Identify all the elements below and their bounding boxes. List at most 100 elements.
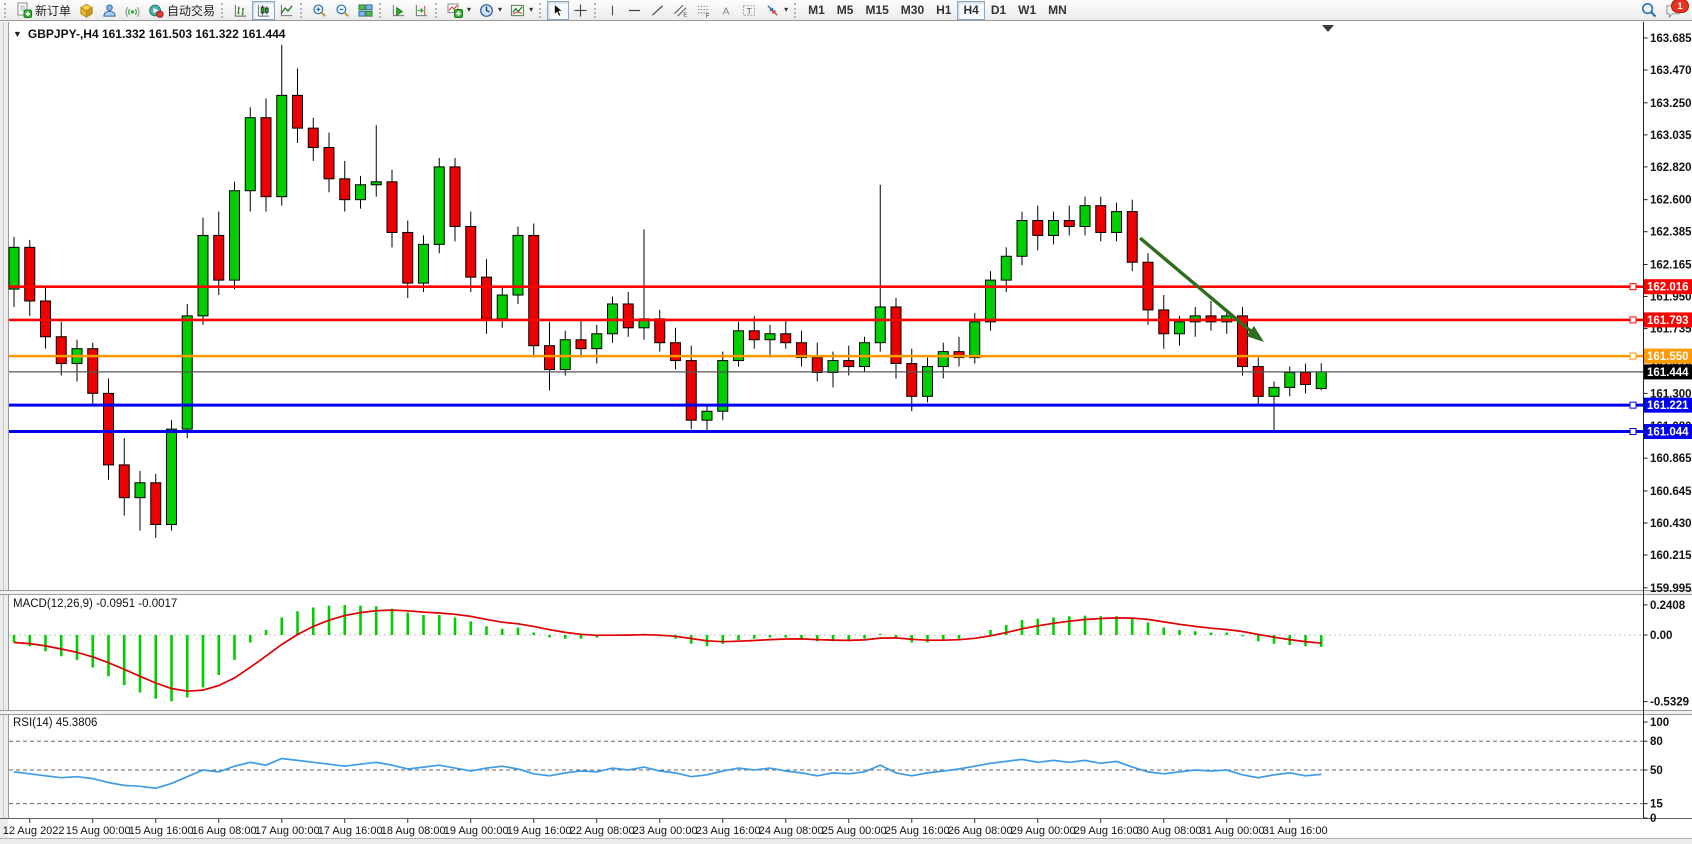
chevron-down-icon[interactable]: ▾: [498, 5, 503, 14]
toolbar-button-text[interactable]: A: [715, 1, 737, 20]
toolbar-button-auto-scroll[interactable]: [387, 1, 410, 20]
arrows-icon: [765, 3, 780, 18]
autotrade-icon: [148, 3, 164, 18]
toolbar-button-trend-line[interactable]: [646, 1, 669, 20]
text-label-icon: T: [741, 3, 757, 18]
toolbar-button-text-label[interactable]: T: [737, 1, 761, 20]
candlestick-icon: [256, 3, 271, 18]
svg-text:23 Aug 16:00: 23 Aug 16:00: [696, 825, 761, 837]
toolbar-button-chart-shift[interactable]: [410, 1, 433, 20]
svg-text:15 Aug 16:00: 15 Aug 16:00: [129, 825, 194, 837]
svg-text:25 Aug 16:00: 25 Aug 16:00: [885, 825, 950, 837]
indicator-axes[interactable]: 0.2408 0.00 -0.5329 100 80 50 15 0: [1643, 600, 1690, 825]
toolbar-button-tile-windows[interactable]: [354, 1, 377, 20]
toolbar-button-indicators-list[interactable]: ▾: [443, 1, 475, 20]
toolbar-grip[interactable]: [379, 2, 383, 18]
toolbar-button-arrows[interactable]: ▾: [761, 1, 792, 20]
price-line-badges: 162.016 161.793 161.550 161.221 161.044 161.4…: [1644, 279, 1692, 440]
toolbar-button-horizontal-line[interactable]: [623, 1, 646, 20]
bar-chart-icon: [233, 3, 248, 18]
toolbar-button-contacts[interactable]: [98, 1, 121, 20]
cursor-icon: [551, 3, 565, 18]
toolbar-grip[interactable]: [4, 2, 8, 18]
svg-text:100: 100: [1650, 717, 1669, 729]
tile-windows-icon: [358, 3, 373, 18]
toolbar-button-signals[interactable]: [121, 1, 144, 20]
toolbar-grip[interactable]: [794, 2, 798, 18]
chevron-down-icon[interactable]: ▾: [529, 5, 534, 14]
toolbar-button-label: H4: [963, 3, 979, 17]
macd-series: [12, 605, 1323, 702]
toolbar-grip[interactable]: [300, 2, 304, 18]
zoom-out-icon: [335, 3, 350, 18]
toolbar-button-fibonacci[interactable]: F: [692, 1, 715, 20]
toolbar-button-tf-h4[interactable]: H4: [957, 0, 985, 20]
toolbar-button-cursor[interactable]: [547, 0, 570, 20]
search-icon: [1641, 2, 1657, 18]
toolbar-button-tf-m1[interactable]: M1: [802, 1, 831, 20]
toolbar-button-new-order[interactable]: 新订单: [12, 1, 75, 20]
svg-text:15 Aug 00:00: 15 Aug 00:00: [66, 825, 131, 837]
toolbar-button-vertical-line[interactable]: [602, 1, 623, 20]
svg-text:161.550: 161.550: [1647, 351, 1689, 363]
toolbar-grip[interactable]: [221, 2, 225, 18]
fibonacci-icon: F: [696, 3, 711, 18]
toolbar-button-line-chart-mode[interactable]: [275, 1, 298, 20]
toolbar-button-search[interactable]: [1641, 2, 1657, 18]
svg-text:80: 80: [1650, 736, 1663, 748]
panel-splitter[interactable]: [0, 590, 1692, 595]
svg-text:19 Aug 16:00: 19 Aug 16:00: [507, 825, 572, 837]
svg-text:12 Aug 2022: 12 Aug 2022: [3, 825, 65, 837]
toolbar-button-label: MN: [1048, 3, 1067, 17]
svg-text:25 Aug 00:00: 25 Aug 00:00: [822, 825, 887, 837]
toolbar-button-tf-m30[interactable]: M30: [895, 1, 930, 20]
svg-text:-0.5329: -0.5329: [1650, 697, 1689, 709]
rsi-label: RSI(14) 45.3806: [13, 717, 98, 729]
panel-splitter[interactable]: [0, 710, 1692, 715]
horizontal-line-objects[interactable]: [9, 283, 1644, 436]
toolbar-button-crosshair[interactable]: [569, 1, 592, 20]
toolbar-grip[interactable]: [594, 2, 598, 18]
toolbar-button-tf-d1[interactable]: D1: [985, 1, 1012, 20]
svg-text:161.793: 161.793: [1647, 315, 1689, 327]
clock-icon: [479, 3, 494, 18]
signal-icon: [125, 3, 140, 18]
toolbar-button-zoom-in[interactable]: [308, 1, 331, 20]
toolbar-button-templates[interactable]: ▾: [506, 1, 537, 20]
toolbar-button-tf-w1[interactable]: W1: [1012, 1, 1042, 20]
chart-collapse-icon[interactable]: ▼: [13, 29, 22, 39]
toolbar-button-tf-mn[interactable]: MN: [1042, 1, 1073, 20]
trend-arrow-annotation[interactable]: [1138, 236, 1264, 342]
toolbar-button-tf-m5[interactable]: M5: [831, 1, 860, 20]
toolbar-button-chart-profile[interactable]: [75, 1, 98, 20]
chart-canvas[interactable]: 163.685 163.470 163.250 163.035 162.820 162.6…: [0, 22, 1692, 838]
toolbar-button-zoom-out[interactable]: [331, 1, 354, 20]
horizontal-line-icon: [627, 3, 642, 18]
toolbar-grip[interactable]: [539, 2, 543, 18]
svg-text:31 Aug 16:00: 31 Aug 16:00: [1263, 825, 1328, 837]
svg-text:0: 0: [1650, 813, 1656, 825]
contact-icon: [102, 3, 117, 18]
svg-text:29 Aug 00:00: 29 Aug 00:00: [1011, 825, 1076, 837]
toolbar-button-label: 新订单: [35, 3, 72, 18]
toolbar-button-autotrading[interactable]: 自动交易: [144, 1, 219, 20]
toolbar-button-tf-h1[interactable]: H1: [930, 1, 957, 20]
svg-text:162.385: 162.385: [1650, 227, 1692, 239]
toolbar-button-equidistant-channel[interactable]: E: [669, 1, 692, 20]
chart-shift-marker[interactable]: [1322, 25, 1334, 32]
svg-text:23 Aug 00:00: 23 Aug 00:00: [633, 825, 698, 837]
chart-title-text: GBPJPY-,H4 161.332 161.503 161.322 161.4…: [27, 27, 286, 41]
svg-text:30 Aug 08:00: 30 Aug 08:00: [1137, 825, 1202, 837]
notification-badge: 1: [1671, 0, 1689, 13]
toolbar-button-candlestick-mode[interactable]: [252, 0, 276, 20]
toolbar-button-notifications[interactable]: 1: [1665, 0, 1689, 18]
svg-text:160.215: 160.215: [1650, 550, 1692, 562]
toolbar-button-tf-m15[interactable]: M15: [859, 1, 894, 20]
toolbar-grip[interactable]: [435, 2, 439, 18]
chevron-down-icon[interactable]: ▾: [467, 5, 472, 14]
chevron-down-icon[interactable]: ▾: [784, 5, 789, 14]
svg-text:162.016: 162.016: [1647, 282, 1689, 294]
toolbar-button-periods[interactable]: ▾: [475, 1, 506, 20]
toolbar-button-bar-chart-mode[interactable]: [229, 1, 252, 20]
